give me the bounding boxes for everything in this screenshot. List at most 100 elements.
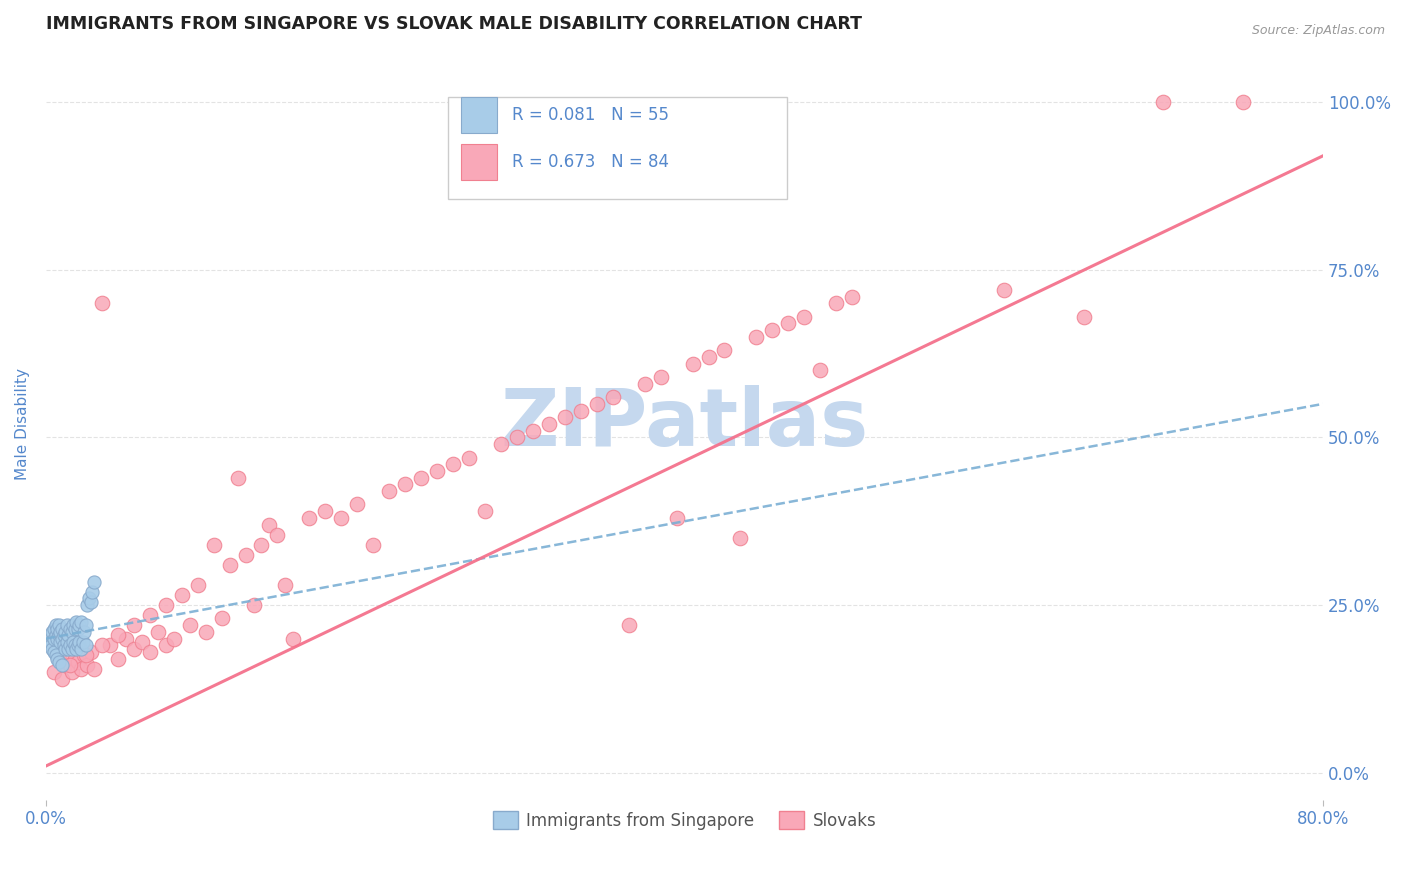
Point: [82, 584, 104, 599]
Point: [49, 624, 72, 639]
Point: [45, 648, 67, 663]
Point: [808, 363, 831, 377]
Point: [39, 628, 62, 642]
Point: [39, 638, 62, 652]
Point: [53, 658, 76, 673]
Point: [682, 357, 704, 371]
Point: [633, 376, 655, 391]
Point: [63, 638, 86, 652]
Point: [65, 641, 87, 656]
Point: [60, 641, 83, 656]
Point: [298, 511, 321, 525]
Point: [155, 598, 177, 612]
Legend: Immigrants from Singapore, Slovaks: Immigrants from Singapore, Slovaks: [486, 805, 883, 837]
Point: [83, 574, 105, 589]
Point: [42, 665, 65, 679]
Point: [49, 635, 72, 649]
Text: IMMIGRANTS FROM SINGAPORE VS SLOVAK MALE DISABILITY CORRELATION CHART: IMMIGRANTS FROM SINGAPORE VS SLOVAK MALE…: [46, 15, 862, 33]
Point: [46, 651, 69, 665]
Point: [697, 350, 720, 364]
Point: [70, 615, 93, 629]
Point: [60, 624, 83, 639]
Point: [441, 457, 464, 471]
Point: [474, 504, 496, 518]
Point: [394, 477, 416, 491]
Point: [761, 323, 783, 337]
Point: [1232, 95, 1254, 109]
Point: [83, 662, 105, 676]
Point: [283, 632, 305, 646]
Point: [63, 622, 86, 636]
Point: [211, 611, 233, 625]
Point: [314, 504, 336, 518]
Point: [59, 638, 82, 652]
Point: [48, 628, 70, 642]
Point: [55, 635, 77, 649]
Point: [426, 464, 449, 478]
Point: [665, 511, 688, 525]
Point: [242, 598, 264, 612]
Point: [361, 538, 384, 552]
Point: [45, 618, 67, 632]
Point: [793, 310, 815, 324]
Point: [139, 645, 162, 659]
Point: [650, 370, 672, 384]
Point: [841, 289, 863, 303]
Point: [53, 641, 76, 656]
Point: [458, 450, 481, 465]
Point: [713, 343, 735, 358]
Point: [993, 283, 1015, 297]
Point: [65, 615, 87, 629]
Point: [107, 651, 129, 665]
Point: [42, 622, 65, 636]
Point: [70, 641, 93, 656]
Point: [73, 648, 96, 663]
Point: [48, 651, 70, 665]
Point: [66, 622, 89, 636]
Point: [585, 397, 607, 411]
Point: [98, 638, 121, 652]
Point: [45, 628, 67, 642]
Point: [90, 638, 112, 652]
Point: [48, 618, 70, 632]
Point: [522, 424, 544, 438]
Point: [41, 624, 63, 639]
Point: [218, 558, 240, 572]
FancyBboxPatch shape: [461, 96, 496, 133]
Point: [55, 618, 77, 632]
Point: [38, 635, 60, 649]
Point: [58, 628, 80, 642]
Point: [226, 470, 249, 484]
Point: [569, 403, 592, 417]
Point: [1153, 95, 1175, 109]
Point: [163, 632, 186, 646]
Point: [266, 527, 288, 541]
Point: [346, 498, 368, 512]
Point: [75, 618, 97, 632]
Point: [250, 538, 273, 552]
Point: [139, 608, 162, 623]
Point: [69, 618, 91, 632]
Point: [825, 296, 848, 310]
Point: [77, 591, 100, 606]
Point: [62, 635, 84, 649]
Point: [79, 595, 101, 609]
Point: [122, 618, 145, 632]
Point: [42, 645, 65, 659]
Point: [146, 624, 169, 639]
Point: [46, 632, 69, 646]
Point: [59, 658, 82, 673]
Point: [554, 410, 576, 425]
Point: [42, 632, 65, 646]
Point: [90, 296, 112, 310]
Point: [617, 618, 640, 632]
Point: [79, 645, 101, 659]
Point: [274, 578, 297, 592]
Point: [51, 658, 73, 673]
Point: [72, 635, 94, 649]
Point: [194, 624, 217, 639]
Point: [730, 531, 752, 545]
Point: [202, 538, 225, 552]
Point: [66, 655, 89, 669]
Point: [489, 437, 512, 451]
